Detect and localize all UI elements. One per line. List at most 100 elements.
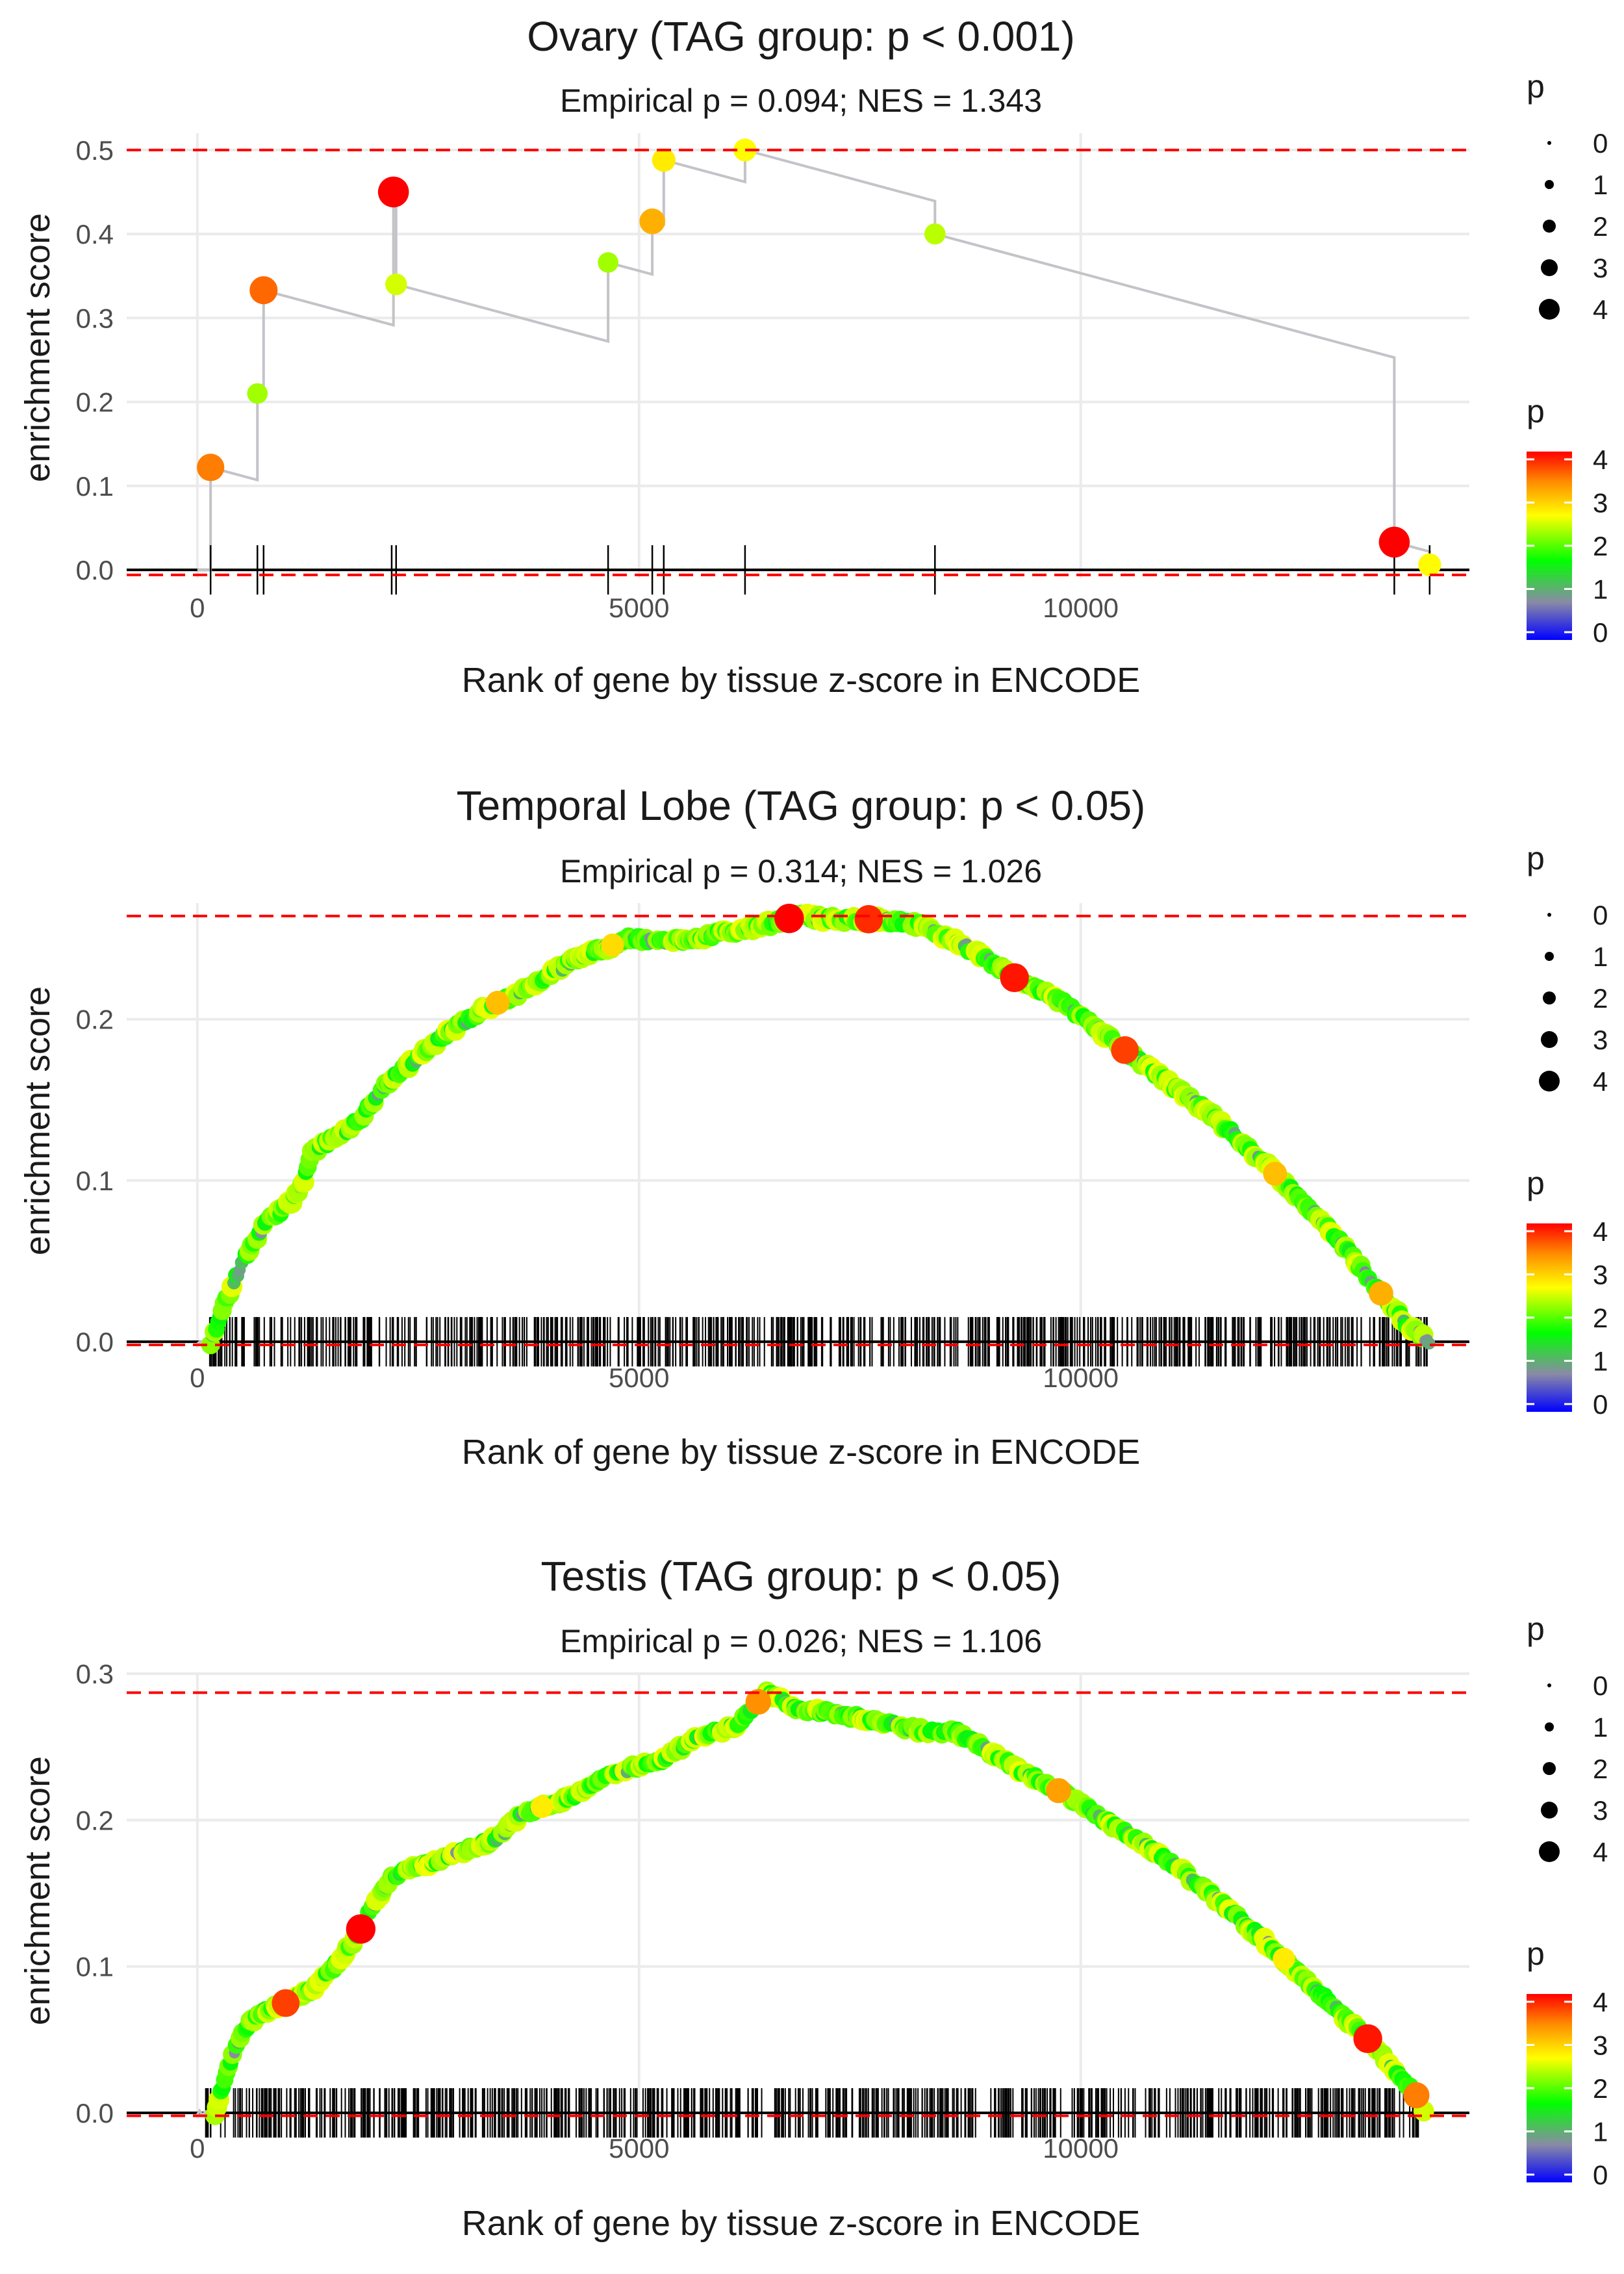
size-legend-key (1539, 1841, 1560, 1862)
x-tick-label: 0 (190, 1362, 205, 1393)
y-tick-label: 0.2 (76, 1004, 114, 1035)
data-point (249, 276, 278, 305)
highlight-point (1111, 1036, 1139, 1064)
chart-title: Ovary (TAG group: p < 0.001) (527, 13, 1075, 60)
color-legend-label: 2 (1593, 1303, 1608, 1333)
data-point (639, 208, 665, 235)
color-legend-label: 3 (1593, 2030, 1608, 2061)
plot-area: 0 5000 10000 0.0 0.1 0.2 0.3 (76, 1659, 1469, 2164)
size-legend-label: 2 (1593, 983, 1608, 1014)
data-point (652, 148, 676, 172)
data-point (924, 223, 946, 245)
color-legend-label: 4 (1593, 444, 1608, 475)
color-legend-label: 4 (1593, 1987, 1608, 2017)
highlight-point (774, 903, 804, 934)
highlight-point (1000, 963, 1029, 993)
chart-subtitle: Empirical p = 0.094; NES = 1.343 (560, 83, 1042, 119)
size-legend-label: 4 (1593, 1066, 1608, 1097)
plot-area: 0 5000 10000 0.0 0.1 0.2 (76, 903, 1469, 1393)
data-point (1378, 526, 1410, 558)
highlight-point (1263, 1162, 1288, 1186)
highlight-point (1369, 1281, 1393, 1306)
highlight-point (485, 990, 510, 1015)
y-tick-label: 0.0 (76, 555, 114, 585)
x-tick-label: 10000 (1043, 1362, 1119, 1393)
size-legend-title: p (1527, 840, 1545, 876)
x-tick-label: 0 (190, 593, 205, 623)
y-tick-label: 0.0 (76, 1327, 114, 1357)
y-tick-label: 0.2 (76, 1805, 114, 1835)
data-point (247, 383, 268, 404)
chart-subtitle: Empirical p = 0.314; NES = 1.026 (560, 853, 1042, 889)
color-legend-label: 0 (1593, 617, 1608, 648)
data-point (1418, 553, 1441, 576)
size-legend-label: 3 (1593, 1795, 1608, 1826)
size-legend-key (1547, 141, 1551, 145)
chart-subtitle: Empirical p = 0.026; NES = 1.106 (560, 1623, 1042, 1659)
color-legend-label: 1 (1593, 1346, 1608, 1377)
x-axis-label: Rank of gene by tissue z-score in ENCODE (462, 661, 1140, 700)
y-tick-label: 0.1 (76, 471, 114, 502)
highlight-point (745, 1689, 772, 1715)
highlight-point (601, 933, 624, 957)
color-legend-label: 1 (1593, 574, 1608, 605)
color-legend-title: p (1527, 1165, 1545, 1201)
highlight-point (1046, 1778, 1071, 1804)
size-legend-label: 3 (1593, 253, 1608, 283)
running-sum-line (196, 912, 1431, 1346)
size-legend-key (1541, 259, 1558, 276)
size-legend-title: p (1527, 1611, 1545, 1647)
size-legend-label: 0 (1593, 1670, 1608, 1701)
highlight-point (1353, 2024, 1382, 2054)
hit-ticks (205, 2088, 1419, 2138)
size-legend-key (1543, 991, 1556, 1004)
size-legend-key (1541, 1802, 1558, 1819)
data-point (1423, 1337, 1436, 1350)
highlight-point (530, 1795, 553, 1819)
size-legend-key (1547, 913, 1551, 917)
data-points (205, 1681, 1434, 2125)
y-tick-label: 0.2 (76, 387, 114, 418)
highlight-point (346, 1914, 376, 1944)
x-tick-label: 5000 (609, 1362, 669, 1393)
y-tick-label: 0.3 (76, 1659, 114, 1689)
data-point (377, 176, 409, 208)
chart-title: Temporal Lobe (TAG group: p < 0.05) (457, 782, 1146, 829)
y-tick-label: 0.1 (76, 1166, 114, 1196)
panel-ovary: Ovary (TAG group: p < 0.001) Empirical p… (18, 13, 1608, 700)
color-legend-label: 2 (1593, 2073, 1608, 2104)
highlight-point (1403, 2082, 1430, 2109)
x-axis-label: Rank of gene by tissue z-score in ENCODE (462, 2204, 1140, 2243)
x-tick-label: 10000 (1043, 2133, 1119, 2164)
y-tick-label: 0.1 (76, 1952, 114, 1982)
x-tick-label: 10000 (1043, 593, 1119, 623)
size-legend-key (1539, 299, 1560, 320)
x-axis-label: Rank of gene by tissue z-score in ENCODE (462, 1433, 1140, 1472)
size-legend-key (1547, 1683, 1551, 1687)
size-legend-key (1539, 1071, 1560, 1092)
data-point (733, 138, 757, 162)
y-axis-label: enrichment score (18, 213, 57, 482)
size-legend-label: 0 (1593, 128, 1608, 159)
size-legend-key (1543, 220, 1556, 233)
panel-temporal-lobe: Temporal Lobe (TAG group: p < 0.05) Empi… (18, 782, 1608, 1472)
y-axis-label: enrichment score (18, 986, 57, 1255)
size-legend-label: 1 (1593, 1712, 1608, 1743)
highlight-point (272, 1989, 300, 2017)
y-tick-label: 0.3 (76, 303, 114, 333)
running-sum-line (197, 148, 1431, 572)
color-legend-label: 3 (1593, 1260, 1608, 1290)
size-legend-key (1545, 1722, 1554, 1731)
x-tick-label: 5000 (609, 2133, 669, 2164)
size-legend-key (1541, 1031, 1558, 1048)
y-tick-label: 0.0 (76, 2098, 114, 2128)
color-legend-label: 2 (1593, 531, 1608, 561)
x-tick-label: 5000 (609, 593, 669, 623)
color-legend-label: 4 (1593, 1216, 1608, 1247)
data-point (385, 273, 407, 296)
color-legend-title: p (1527, 393, 1545, 429)
size-legend-label: 1 (1593, 941, 1608, 972)
hit-ticks (209, 1317, 1428, 1367)
size-legend-key (1545, 180, 1554, 189)
